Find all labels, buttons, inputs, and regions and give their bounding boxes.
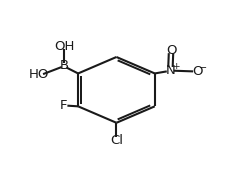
Text: N: N: [166, 64, 175, 77]
Text: O: O: [166, 44, 176, 57]
Text: B: B: [60, 59, 69, 72]
Text: −: −: [199, 63, 207, 73]
Text: +: +: [172, 62, 180, 71]
Text: Cl: Cl: [110, 134, 123, 147]
Text: F: F: [60, 99, 67, 112]
Text: O: O: [192, 65, 203, 78]
Text: OH: OH: [54, 40, 74, 53]
Text: HO: HO: [28, 68, 49, 81]
